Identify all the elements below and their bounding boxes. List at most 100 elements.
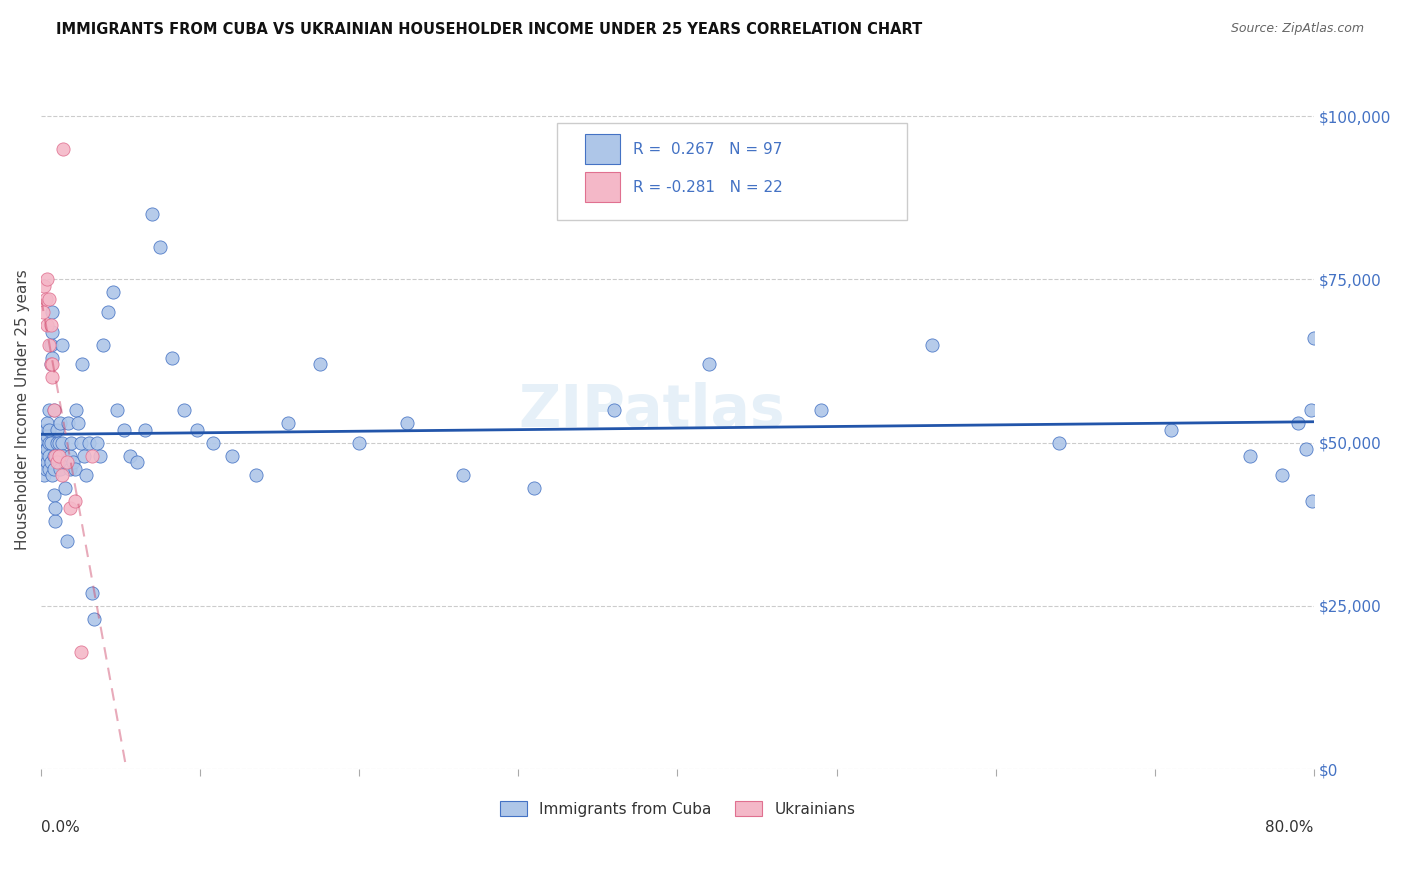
Point (51, 337, 73, 351)
Point (42, 449, 65, 463)
Point (38, 462, 60, 476)
Point (70, 435, 93, 450)
Point (34, 455, 56, 469)
Point (38, 337, 60, 351)
Point (44, 501, 66, 516)
Point (42, 462, 65, 476)
Point (52, 142, 75, 156)
Text: Source: ZipAtlas.com: Source: ZipAtlas.com (1230, 22, 1364, 36)
Point (97, 305, 120, 319)
Point (41, 468, 63, 483)
Point (38, 423, 60, 437)
Point (44, 514, 66, 528)
Text: ZIPatlas: ZIPatlas (519, 382, 786, 439)
Point (89, 449, 111, 463)
Point (1295, 442, 1317, 457)
Point (46, 423, 69, 437)
Point (245, 468, 267, 483)
Point (160, 351, 183, 365)
Point (42, 488, 65, 502)
Point (44, 449, 66, 463)
Point (1271, 468, 1294, 483)
Point (101, 285, 124, 300)
Point (39, 357, 62, 371)
Point (173, 403, 195, 417)
Point (55, 455, 77, 469)
Point (55, 533, 77, 548)
Point (41, 305, 63, 319)
Point (523, 482, 546, 496)
Point (62, 455, 84, 469)
Point (91, 337, 114, 351)
Point (39, 337, 62, 351)
Text: 80.0%: 80.0% (1265, 820, 1313, 835)
Point (83, 612, 105, 626)
Point (59, 449, 82, 463)
Point (59, 462, 82, 476)
Point (51, 468, 73, 483)
Point (35, 423, 58, 437)
Point (35, 449, 58, 463)
Point (37, 455, 59, 469)
Point (349, 435, 371, 450)
Point (42, 403, 65, 417)
Point (48, 455, 70, 469)
Point (34, 468, 56, 483)
Point (697, 357, 720, 371)
Point (46, 435, 69, 450)
Text: 0.0%: 0.0% (41, 820, 80, 835)
Point (48, 435, 70, 450)
Point (65, 403, 87, 417)
Point (134, 423, 156, 437)
Point (37, 429, 59, 443)
Point (112, 423, 135, 437)
Point (31, 449, 53, 463)
Point (35, 442, 58, 457)
Text: IMMIGRANTS FROM CUBA VS UKRAINIAN HOUSEHOLDER INCOME UNDER 25 YEARS CORRELATION : IMMIGRANTS FROM CUBA VS UKRAINIAN HOUSEH… (56, 22, 922, 37)
Point (107, 403, 129, 417)
Point (395, 416, 418, 430)
Point (80, 449, 103, 463)
Point (41, 351, 63, 365)
Point (37, 442, 59, 457)
Point (1301, 494, 1323, 508)
Point (1047, 435, 1070, 450)
Point (141, 207, 163, 221)
Point (1299, 403, 1322, 417)
Point (34, 278, 56, 293)
Point (70, 645, 93, 659)
Point (125, 455, 148, 469)
Point (810, 403, 832, 417)
Point (49, 416, 72, 430)
Point (66, 416, 89, 430)
Point (1302, 331, 1324, 345)
Point (73, 449, 96, 463)
Point (39, 357, 62, 371)
Point (277, 416, 299, 430)
Point (39, 318, 62, 332)
Text: R =  0.267   N = 97: R = 0.267 N = 97 (633, 142, 782, 157)
Point (46, 455, 69, 469)
Y-axis label: Householder Income Under 25 years: Householder Income Under 25 years (15, 269, 30, 550)
FancyBboxPatch shape (585, 135, 620, 164)
Point (37, 272, 59, 286)
Point (35, 292, 58, 306)
FancyBboxPatch shape (557, 122, 907, 219)
Point (51, 435, 73, 450)
Point (39, 455, 62, 469)
Point (186, 423, 208, 437)
Point (80, 586, 103, 600)
Point (41, 357, 63, 371)
Point (41, 370, 63, 384)
Point (603, 403, 626, 417)
Point (149, 240, 172, 254)
Point (451, 468, 474, 483)
Point (1239, 449, 1261, 463)
Text: R = -0.281   N = 22: R = -0.281 N = 22 (633, 180, 783, 194)
Legend: Immigrants from Cuba, Ukrainians: Immigrants from Cuba, Ukrainians (494, 795, 862, 822)
Point (46, 449, 69, 463)
Point (221, 449, 243, 463)
Point (52, 449, 75, 463)
Point (1160, 423, 1182, 437)
Point (201, 435, 224, 450)
